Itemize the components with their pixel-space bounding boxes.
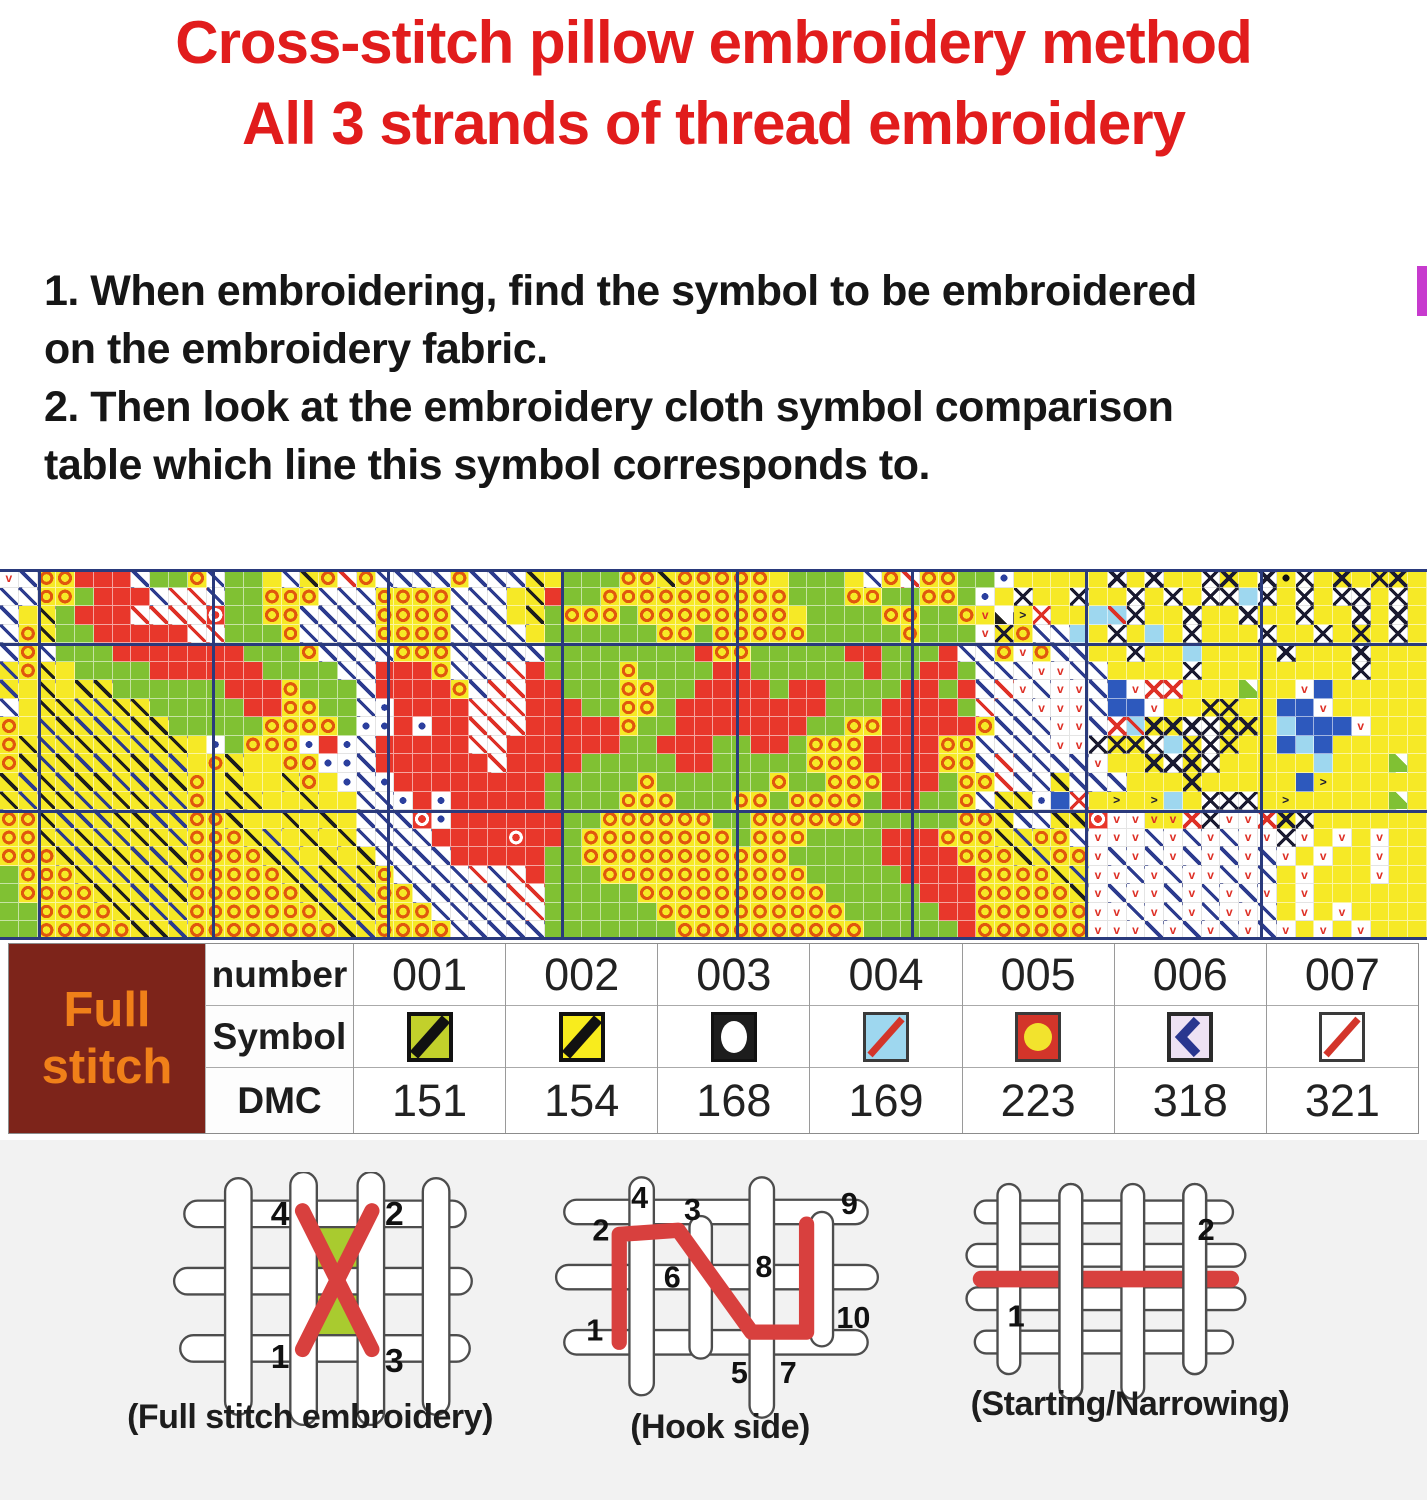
symbol-table-column-007: 007 321 [1265, 944, 1418, 1133]
symbol-table-column-005: 005 223 [961, 944, 1114, 1133]
instruction-line-4: table which line this symbol corresponds… [44, 441, 930, 489]
stitch-symbol-icon [558, 1011, 605, 1062]
stitch-order-number: 2 [592, 1213, 609, 1247]
stitch-order-number: 1 [586, 1313, 603, 1347]
stitch-symbol-icon [710, 1011, 757, 1062]
symbol-cell [658, 1006, 810, 1068]
stitch-order-number: 1 [271, 1339, 290, 1376]
symbol-cell [810, 1006, 962, 1068]
stitch-order-number: 7 [780, 1356, 797, 1390]
row-label-number: number [206, 944, 353, 1006]
stitch-order-number: 4 [271, 1196, 290, 1233]
full-stitch-label-line1: Full [63, 982, 151, 1037]
full-stitch-diagram: 4 2 1 3 [172, 1172, 473, 1427]
symbol-cell [1114, 1006, 1266, 1068]
symbol-dmc: 151 [392, 1074, 468, 1126]
stitch-order-number: 3 [684, 1193, 701, 1227]
symbol-number: 006 [1114, 944, 1266, 1006]
stitch-pattern-chart: v v > v v v v v v v v v v v v v v v v v v v v > > > > v v v v v v v v v v v v v… [0, 569, 1427, 941]
stitch-symbol-icon [862, 1011, 909, 1062]
stitch-order-number: 6 [664, 1260, 681, 1294]
instruction-line-3: 2. Then look at the embroidery cloth sym… [44, 383, 1174, 431]
stitch-symbol-icon [1015, 1011, 1062, 1062]
symbol-number: 005 [962, 944, 1114, 1006]
stitch-order-number: 4 [631, 1181, 648, 1215]
full-stitch-caption: (Full stitch embroidery) [127, 1398, 493, 1436]
stitch-pattern-grid: v v > v v v v v v v v v v v v v v v v v v v v > > > > v v v v v v v v v v v v v… [0, 569, 1427, 940]
page-title: Cross-stitch pillow embroidery method Al… [0, 2, 1427, 164]
stitch-order-number: 5 [731, 1356, 748, 1390]
symbol-number: 003 [658, 944, 810, 1006]
symbol-dmc: 168 [696, 1074, 772, 1126]
symbol-cell [506, 1006, 658, 1068]
hook-side-diagram: 2 4 3 9 6 8 1 5 7 10 [554, 1176, 880, 1419]
stitch-symbol-icon [1167, 1011, 1214, 1062]
stitch-order-number: 10 [836, 1301, 870, 1335]
symbol-cell [1266, 1006, 1418, 1068]
symbol-cell [962, 1006, 1114, 1068]
page-title-line1: Cross-stitch pillow embroidery method [175, 9, 1253, 76]
starting-narrowing-diagram: 1 2 [965, 1182, 1247, 1401]
symbol-dmc: 318 [1152, 1074, 1228, 1126]
symbol-table-column-001: 001 151 [353, 944, 506, 1133]
symbol-dmc: 321 [1304, 1074, 1380, 1126]
table-row-labels: number Symbol DMC [205, 944, 353, 1133]
symbol-dmc: 169 [848, 1074, 924, 1126]
full-stitch-label: Full stitch [9, 944, 205, 1133]
stitch-diagrams-section: 4 2 1 3 (Full stitch embroidery) 2 4 3 9… [0, 1140, 1427, 1500]
table-data-columns: 001 151 002 154 003 168 004 169 005 223 006 318 007 3… [353, 944, 1418, 1133]
stitch-order-number: 3 [385, 1343, 404, 1380]
symbol-table-column-006: 006 318 [1113, 944, 1266, 1133]
full-stitch-symbol-table: Full stitch number Symbol DMC 001 151 002 1… [8, 943, 1419, 1134]
stitch-order-number: 9 [841, 1187, 858, 1221]
full-stitch-label-line2: stitch [41, 1039, 173, 1094]
stitch-order-number: 2 [385, 1196, 404, 1233]
symbol-dmc: 223 [1000, 1074, 1076, 1126]
symbol-cell [354, 1006, 506, 1068]
symbol-number: 002 [506, 944, 658, 1006]
stitch-symbol-icon [406, 1011, 453, 1062]
symbol-table-column-003: 003 168 [657, 944, 810, 1133]
hook-side-caption: (Hook side) [630, 1408, 810, 1446]
symbol-number: 007 [1266, 944, 1418, 1006]
stitch-order-number: 8 [755, 1250, 772, 1284]
symbol-table-column-004: 004 169 [809, 944, 962, 1133]
instruction-line-1: 1. When embroidering, find the symbol to… [44, 267, 1197, 315]
edge-marker [1417, 266, 1427, 316]
instruction-list: 1. When embroidering, find the symbol to… [44, 262, 1424, 494]
symbol-table-column-002: 002 154 [505, 944, 658, 1133]
symbol-number: 004 [810, 944, 962, 1006]
starting-narrowing-caption: (Starting/Narrowing) [970, 1385, 1290, 1423]
symbol-number: 001 [354, 944, 506, 1006]
instruction-line-2: on the embroidery fabric. [44, 325, 548, 373]
page-title-line2: All 3 strands of thread embroidery [242, 90, 1186, 157]
stitch-symbol-icon [1319, 1011, 1366, 1062]
row-label-symbol: Symbol [206, 1006, 353, 1068]
stitch-order-number: 1 [1007, 1299, 1024, 1334]
row-label-dmc: DMC [237, 1079, 322, 1121]
symbol-dmc: 154 [544, 1074, 620, 1126]
stitch-order-number: 2 [1197, 1212, 1214, 1247]
